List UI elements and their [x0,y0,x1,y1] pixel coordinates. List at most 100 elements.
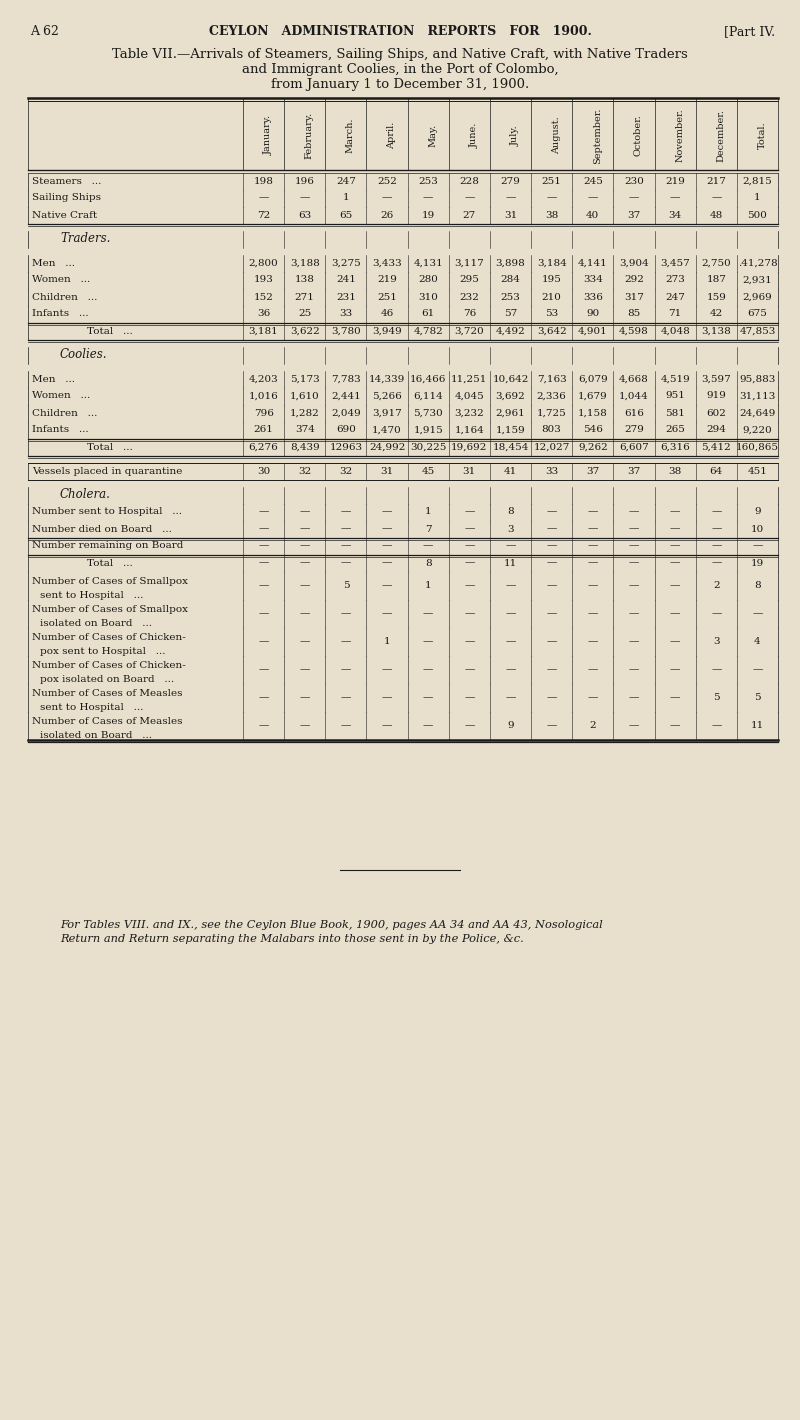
Text: 796: 796 [254,409,274,417]
Text: Total.: Total. [758,122,766,149]
Text: 6,276: 6,276 [249,443,278,452]
Text: —: — [670,193,680,203]
Text: 247: 247 [336,176,356,186]
Text: pox sent to Hospital   ...: pox sent to Hospital ... [40,648,166,656]
Text: 3,720: 3,720 [454,327,484,335]
Text: —: — [752,541,762,551]
Text: —: — [423,638,434,646]
Text: —: — [629,507,639,517]
Text: 32: 32 [339,467,353,476]
Text: 1,044: 1,044 [619,392,649,400]
Text: 9: 9 [754,507,761,517]
Text: 6,607: 6,607 [619,443,649,452]
Text: 219: 219 [665,176,685,186]
Text: 310: 310 [418,293,438,301]
Text: 279: 279 [624,426,644,435]
Text: 12,027: 12,027 [534,443,570,452]
Text: 34: 34 [669,210,682,220]
Text: —: — [341,558,351,568]
Text: 1,610: 1,610 [290,392,320,400]
Text: —: — [546,721,557,730]
Text: 11: 11 [750,721,764,730]
Text: 5,173: 5,173 [290,375,320,383]
Text: Steamers   ...: Steamers ... [32,176,102,186]
Text: 5: 5 [342,581,349,589]
Text: —: — [670,638,680,646]
Text: —: — [299,638,310,646]
Text: 57: 57 [504,310,517,318]
Text: —: — [341,524,351,534]
Text: 90: 90 [586,310,599,318]
Text: 24,649: 24,649 [739,409,776,417]
Text: —: — [506,609,516,618]
Text: September.: September. [593,106,602,163]
Text: 1,679: 1,679 [578,392,608,400]
Text: 3,904: 3,904 [619,258,649,267]
Text: 6,316: 6,316 [660,443,690,452]
Text: —: — [670,524,680,534]
Text: —: — [711,721,722,730]
Text: 280: 280 [418,275,438,284]
Text: 261: 261 [254,426,274,435]
Text: 241: 241 [336,275,356,284]
Text: —: — [258,507,269,517]
Text: —: — [629,638,639,646]
Text: 2,336: 2,336 [537,392,566,400]
Text: —: — [588,609,598,618]
Text: —: — [546,193,557,203]
Text: 3,181: 3,181 [249,327,278,335]
Text: —: — [711,507,722,517]
Text: 6,114: 6,114 [414,392,443,400]
Text: —: — [711,558,722,568]
Text: June.: June. [470,122,478,148]
Text: —: — [588,581,598,589]
Text: —: — [258,609,269,618]
Text: —: — [464,638,474,646]
Text: 37: 37 [627,210,641,220]
Text: 24,992: 24,992 [369,443,406,452]
Text: 8,439: 8,439 [290,443,320,452]
Text: isolated on Board   ...: isolated on Board ... [40,619,152,629]
Text: 581: 581 [665,409,685,417]
Text: For Tables VIII. and IX., see the Ceylon Blue Book, 1900, pages AA 34 and AA 43,: For Tables VIII. and IX., see the Ceylon… [60,920,602,930]
Text: 3: 3 [713,638,719,646]
Text: Number sent to Hospital   ...: Number sent to Hospital ... [32,507,182,517]
Text: —: — [629,558,639,568]
Text: Total   ...: Total ... [87,327,133,335]
Text: —: — [588,541,598,551]
Text: —: — [464,524,474,534]
Text: 5,266: 5,266 [372,392,402,400]
Text: Children   ...: Children ... [32,409,98,417]
Text: Number of Cases of Measles: Number of Cases of Measles [32,717,182,727]
Text: 602: 602 [706,409,726,417]
Text: February.: February. [305,112,314,159]
Text: 19: 19 [422,210,435,220]
Text: —: — [711,524,722,534]
Text: .41,278: .41,278 [738,258,778,267]
Text: —: — [506,541,516,551]
Text: —: — [341,609,351,618]
Text: 95,883: 95,883 [739,375,776,383]
Text: 40: 40 [586,210,599,220]
Text: 9: 9 [507,721,514,730]
Text: 5: 5 [713,693,719,701]
Text: 1,725: 1,725 [537,409,566,417]
Text: 279: 279 [501,176,521,186]
Text: —: — [299,558,310,568]
Text: isolated on Board   ...: isolated on Board ... [40,731,152,740]
Text: 6,079: 6,079 [578,375,608,383]
Text: Vessels placed in quarantine: Vessels placed in quarantine [32,467,182,476]
Text: 8: 8 [754,581,761,589]
Text: 4: 4 [754,638,761,646]
Text: 4,131: 4,131 [414,258,443,267]
Text: 41: 41 [504,467,517,476]
Text: 273: 273 [665,275,685,284]
Text: 3,917: 3,917 [372,409,402,417]
Text: Infants   ...: Infants ... [32,426,89,435]
Text: 159: 159 [706,293,726,301]
Text: Traders.: Traders. [60,233,110,246]
Text: 3,898: 3,898 [496,258,526,267]
Text: 3,780: 3,780 [331,327,361,335]
Text: 4,203: 4,203 [249,375,278,383]
Text: 3,138: 3,138 [702,327,731,335]
